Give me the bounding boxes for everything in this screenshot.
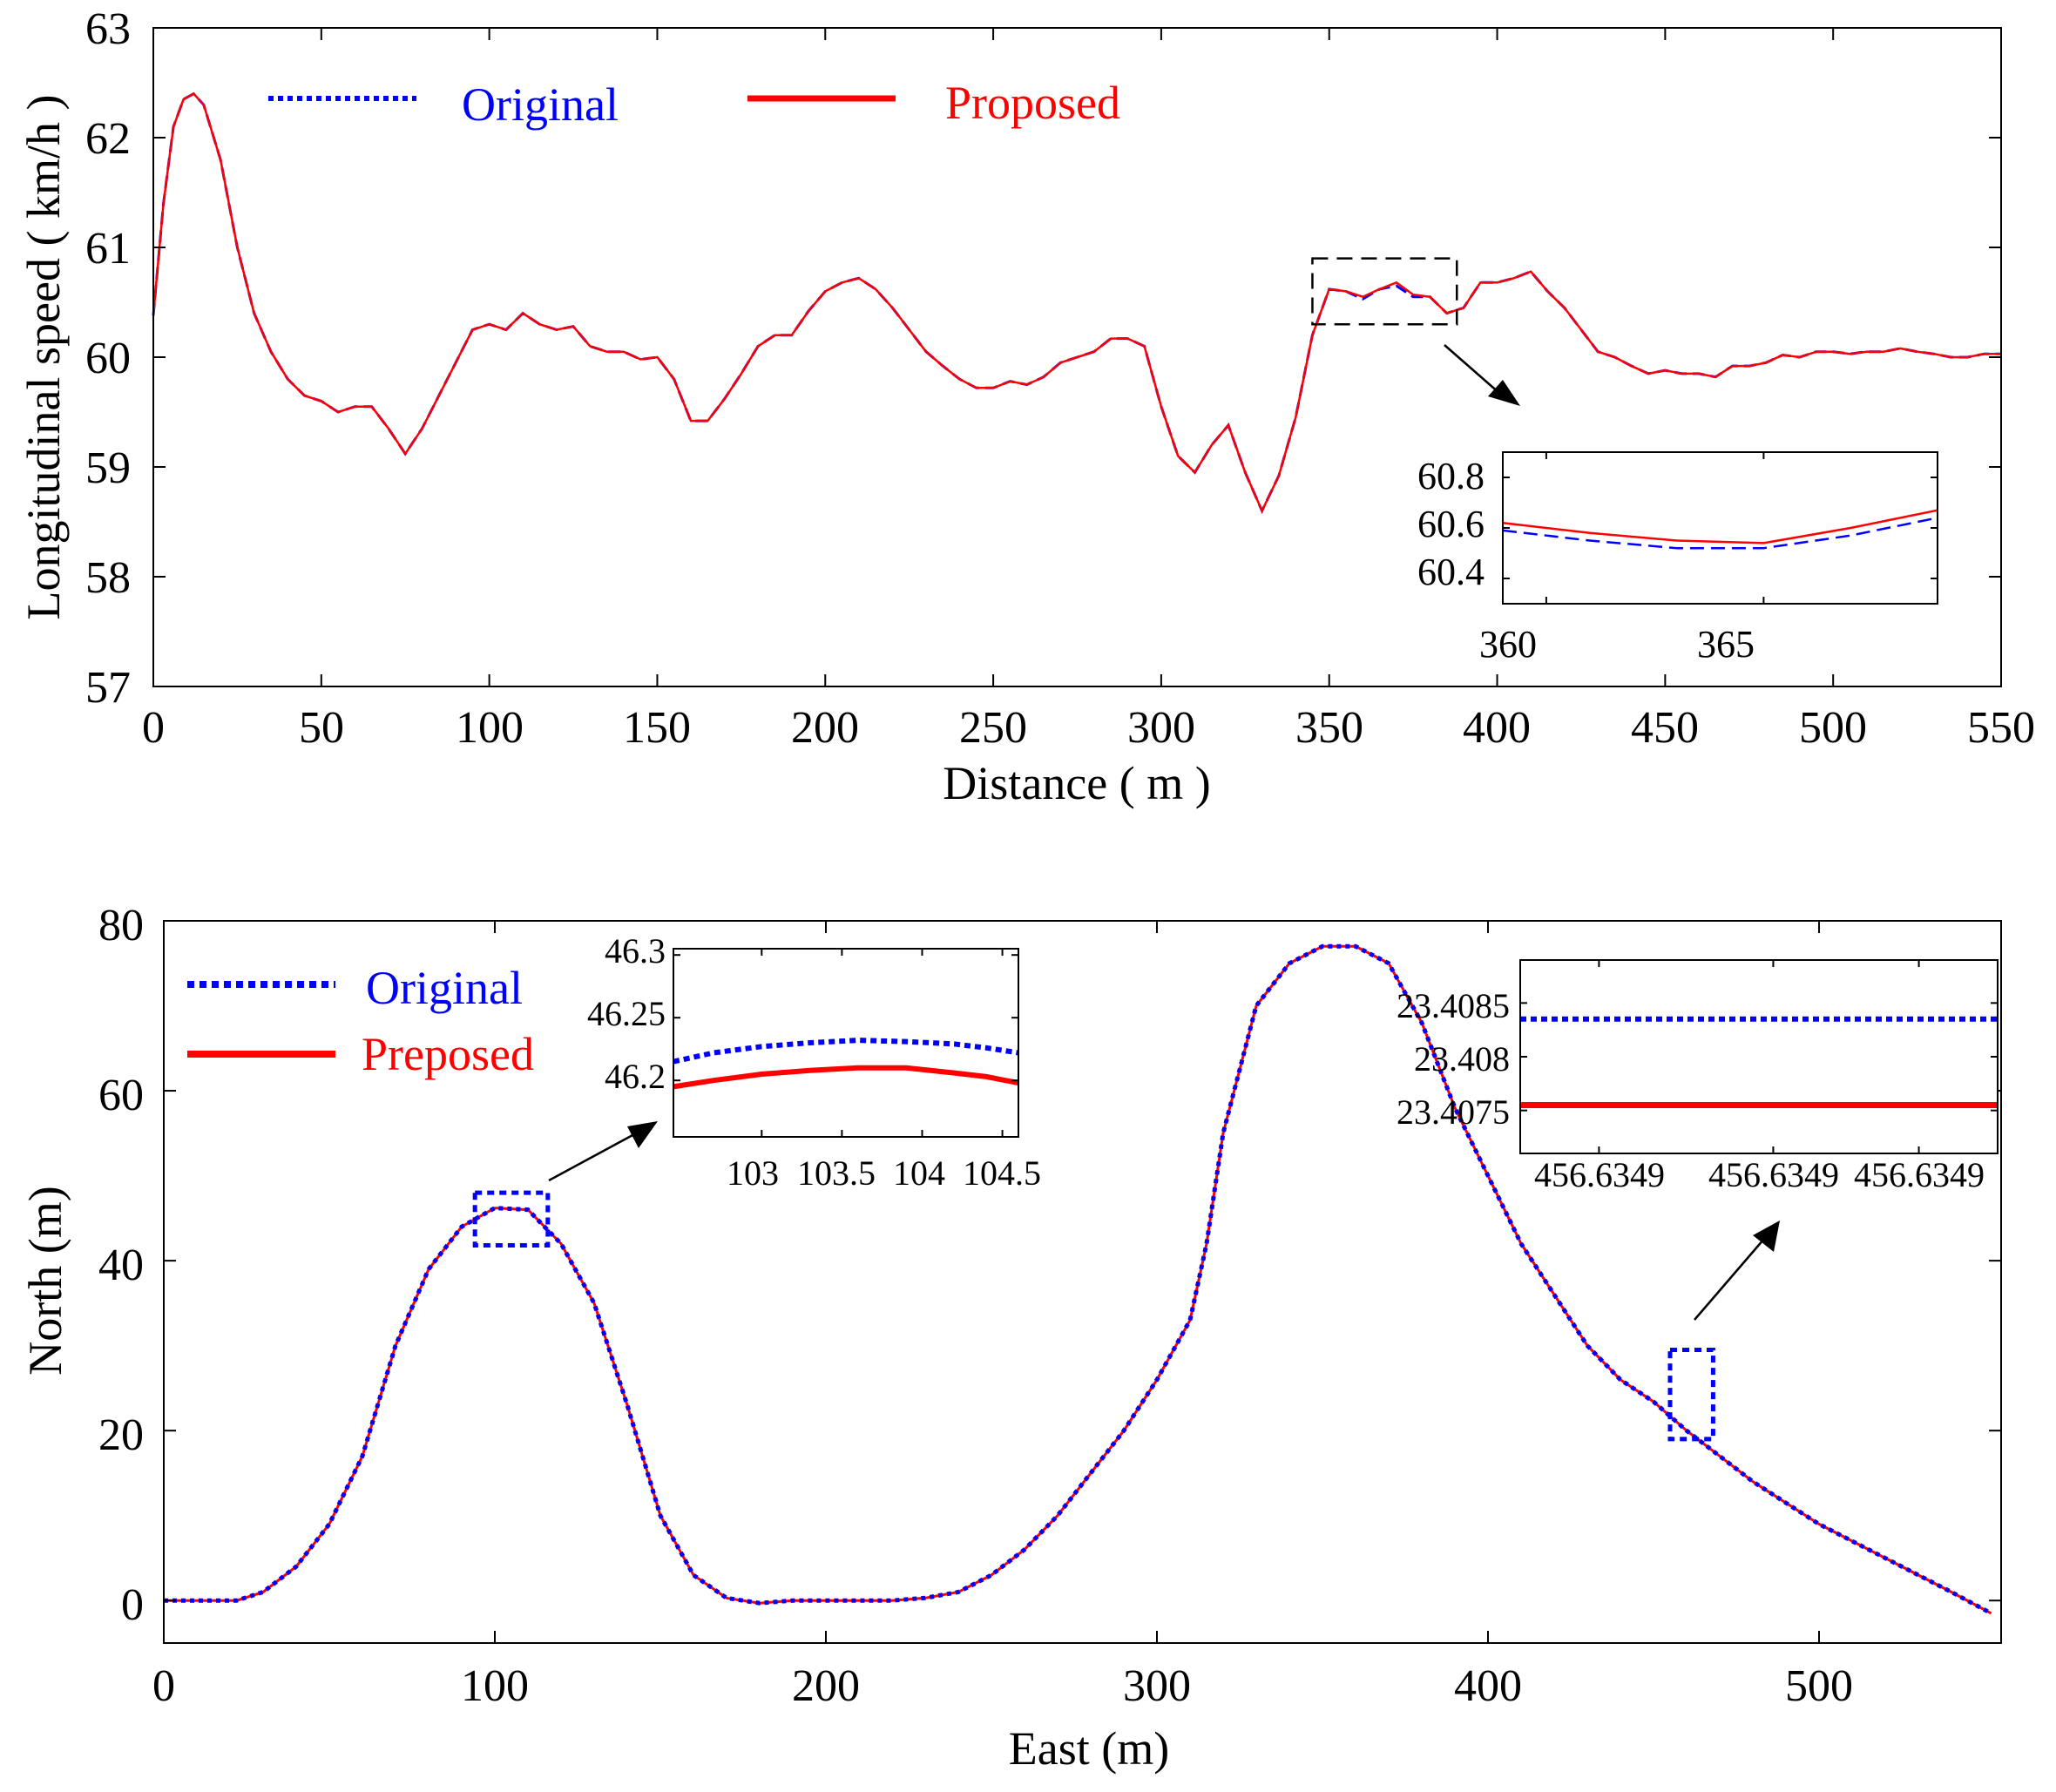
trajectory-xtick-label: 400 xyxy=(1454,1661,1522,1711)
speed-legend: Original Proposed xyxy=(268,77,1120,131)
trajectory-ytick-label: 0 xyxy=(121,1580,144,1630)
trajectory-zoom-arrow-left xyxy=(548,1121,658,1182)
inset-right-xtick-label: 456.6349 xyxy=(1854,1155,1985,1194)
trajectory-ytick-label: 40 xyxy=(98,1241,144,1290)
speed-inset-ytick-label: 60.6 xyxy=(1417,503,1485,545)
speed-x-axis-title: Distance ( m ) xyxy=(943,757,1210,809)
speed-xtick-label: 450 xyxy=(1631,703,1699,753)
trajectory-ytick-label: 20 xyxy=(98,1410,144,1460)
trajectory-legend: Original Preposed xyxy=(187,962,534,1080)
speed-xtick-label: 400 xyxy=(1463,703,1531,753)
inset-right-ticks xyxy=(1520,960,1998,1153)
speed-inset: 60.8 60.6 60.4 360 365 xyxy=(1417,451,1938,666)
inset-left-xtick-label: 103 xyxy=(727,1153,779,1193)
inset-left-xtick-label: 103.5 xyxy=(797,1153,876,1193)
legend-proposed-label: Proposed xyxy=(945,77,1120,129)
trajectory-xtick-label: 0 xyxy=(152,1661,175,1711)
speed-ytick-label: 62 xyxy=(85,114,131,164)
speed-proposed-line xyxy=(152,92,2001,514)
speed-ytick-label: 59 xyxy=(85,443,131,493)
trajectory-xtick-label: 200 xyxy=(792,1661,860,1711)
inset-left-ytick-label: 46.2 xyxy=(605,1057,666,1096)
trajectory-xtick-label: 500 xyxy=(1785,1661,1853,1711)
trajectory-xtick-label: 300 xyxy=(1123,1661,1191,1711)
trajectory-chart: 46.3 46.25 46.2 103 103.5 104 104.5 23.4… xyxy=(19,901,2002,1775)
speed-inset-ticks xyxy=(1503,452,1938,604)
inset-left-xtick-label: 104 xyxy=(893,1153,945,1193)
speed-xtick-label: 350 xyxy=(1295,703,1363,753)
trajectory-plot-frame xyxy=(163,920,2002,1644)
inset-left-background xyxy=(673,949,1018,1137)
trajectory-zoom-box-right xyxy=(1667,1348,1715,1442)
speed-xtick-label: 300 xyxy=(1127,703,1195,753)
speed-xtick-label: 200 xyxy=(791,703,859,753)
speed-axis-ticks xyxy=(152,27,2002,687)
trajectory-x-axis-title: East (m) xyxy=(1009,1722,1169,1775)
legend-original-label: Original xyxy=(462,78,619,131)
inset-left-ticks xyxy=(673,949,1018,1137)
speed-inset-ytick-label: 60.8 xyxy=(1417,455,1485,497)
trajectory-inset-left: 46.3 46.25 46.2 103 103.5 104 104.5 xyxy=(587,931,1041,1193)
speed-y-axis-title: Longitudinal speed ( km/h ) xyxy=(17,95,70,620)
speed-xtick-label: 500 xyxy=(1799,703,1867,753)
speed-ytick-label: 63 xyxy=(85,4,131,54)
trajectory-ytick-label: 60 xyxy=(98,1071,144,1120)
speed-inset-lines xyxy=(1502,509,1938,550)
speed-inset-ytick-label: 60.4 xyxy=(1417,551,1485,593)
inset-left-lines xyxy=(673,1038,1019,1090)
inset-right-lines xyxy=(1520,1016,1998,1108)
inset-left-preposed-line xyxy=(673,1065,1019,1090)
trajectory-ytick-label: 80 xyxy=(98,901,144,950)
speed-ytick-label: 57 xyxy=(85,663,131,713)
speed-inset-proposed-line xyxy=(1502,509,1938,544)
legend-preposed-label: Preposed xyxy=(362,1028,534,1080)
speed-series-lines xyxy=(152,91,2001,515)
inset-right-ytick-label: 23.4085 xyxy=(1397,986,1510,1025)
speed-xtick-label: 150 xyxy=(623,703,691,753)
inset-right-xtick-label: 456.6349 xyxy=(1534,1155,1665,1194)
speed-inset-xtick-label: 360 xyxy=(1479,623,1537,666)
speed-xtick-label: 100 xyxy=(456,703,524,753)
speed-xtick-label: 550 xyxy=(1967,703,2035,753)
speed-ytick-label: 60 xyxy=(85,334,131,383)
inset-right-ytick-label: 23.408 xyxy=(1414,1039,1510,1079)
inset-left-xtick-label: 104.5 xyxy=(963,1153,1041,1193)
trajectory-zoom-box-left xyxy=(472,1190,551,1248)
inset-left-ytick-label: 46.25 xyxy=(587,994,666,1033)
trajectory-xtick-label: 100 xyxy=(461,1661,529,1711)
inset-left-original-line xyxy=(673,1038,1019,1065)
speed-inset-background xyxy=(1503,452,1938,604)
speed-xtick-label: 0 xyxy=(142,703,165,753)
inset-right-ytick-label: 23.4075 xyxy=(1397,1092,1510,1132)
speed-zoom-box xyxy=(1311,257,1458,326)
speed-inset-original-line xyxy=(1502,517,1938,550)
trajectory-inset-right: 23.4085 23.408 23.4075 456.6349 456.6349… xyxy=(1397,959,1999,1194)
speed-xtick-label: 50 xyxy=(299,703,344,753)
legend-original-label: Original xyxy=(366,962,523,1014)
trajectory-axis-ticks xyxy=(163,920,2001,1643)
speed-inset-xtick-label: 365 xyxy=(1697,623,1755,666)
inset-left-frame xyxy=(673,948,1019,1138)
inset-right-xtick-label: 456.6349 xyxy=(1708,1155,1839,1194)
speed-zoom-arrow xyxy=(1444,344,1520,406)
speed-ytick-label: 61 xyxy=(85,224,131,274)
speed-xtick-label: 250 xyxy=(959,703,1027,753)
inset-right-background xyxy=(1520,960,1998,1153)
trajectory-original-line xyxy=(164,943,1992,1616)
trajectory-zoom-arrow-right xyxy=(1694,1221,1780,1321)
speed-chart: 60.8 60.6 60.4 360 365 63 62 61 60 59 58… xyxy=(17,4,2035,809)
trajectory-y-axis-title: North (m) xyxy=(19,1186,71,1375)
trajectory-series-lines xyxy=(164,943,1992,1616)
speed-ytick-label: 58 xyxy=(85,553,131,603)
inset-left-ytick-label: 46.3 xyxy=(605,931,666,970)
